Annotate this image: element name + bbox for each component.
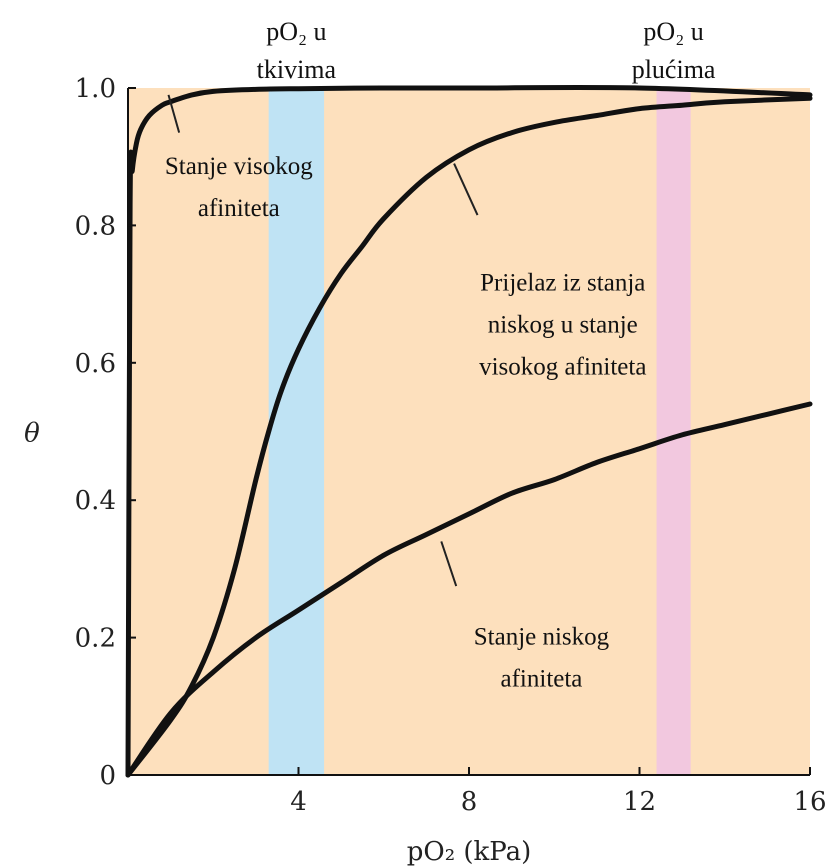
curve-series-1 <box>125 95 813 778</box>
band-label-line2-0: tkivima <box>257 55 337 84</box>
y-tick-label-3: 0.6 <box>75 349 116 379</box>
curve-series-0 <box>125 85 813 778</box>
y-tick-label-5: 1.0 <box>75 74 116 104</box>
annotation-1-line-0: Prijelaz iz stanja <box>480 270 645 297</box>
annotation-pointers <box>167 94 479 587</box>
shaded-bands <box>268 88 691 775</box>
tick-labels: 4 8 12 16 0 0.2 0.4 0.6 0.8 1.0 <box>75 74 827 817</box>
shaded-band-0 <box>268 88 325 775</box>
y-tick-label-1: 0.2 <box>75 624 116 654</box>
annotation-pointer-2 <box>440 541 458 587</box>
y-axis-title: θ <box>24 419 40 449</box>
annotation-2-line-0: Stanje niskog <box>474 623 610 650</box>
y-tick-label-0: 0 <box>99 761 116 791</box>
annotations: Stanje visokog afiniteta Prijelaz iz stanj… <box>165 153 647 693</box>
curve-series-2 <box>125 401 813 778</box>
annotation-1-line-2: visokog afiniteta <box>479 354 646 381</box>
annotation-2-line-1: afiniteta <box>501 665 583 692</box>
band-labels: pO₂ u tkivima pO₂ u plućima <box>257 17 716 84</box>
tick-marks <box>128 87 811 775</box>
annotation-0-line-0: Stanje visokog <box>165 153 313 180</box>
annotation-1-line-1: niskog u stanje <box>488 312 638 339</box>
band-label-line1-1: pO₂ u <box>643 17 703 46</box>
plot-background <box>128 88 810 775</box>
x-axis-title: pO₂ (kPa) <box>407 837 532 867</box>
band-label-line2-1: plućima <box>632 55 716 84</box>
x-tick-label-0: 4 <box>290 787 307 817</box>
x-tick-label-3: 16 <box>793 787 826 817</box>
y-tick-label-2: 0.4 <box>75 486 116 516</box>
x-tick-label-2: 12 <box>623 787 656 817</box>
x-tick-label-1: 8 <box>461 787 478 817</box>
annotation-0-line-1: afiniteta <box>198 195 280 222</box>
annotation-pointer-1 <box>453 163 479 216</box>
saturation-curves <box>125 85 813 778</box>
band-label-line1-0: pO₂ u <box>266 17 326 46</box>
y-tick-label-4: 0.8 <box>75 211 116 241</box>
shaded-band-1 <box>656 88 691 775</box>
annotation-pointer-0 <box>167 94 181 133</box>
